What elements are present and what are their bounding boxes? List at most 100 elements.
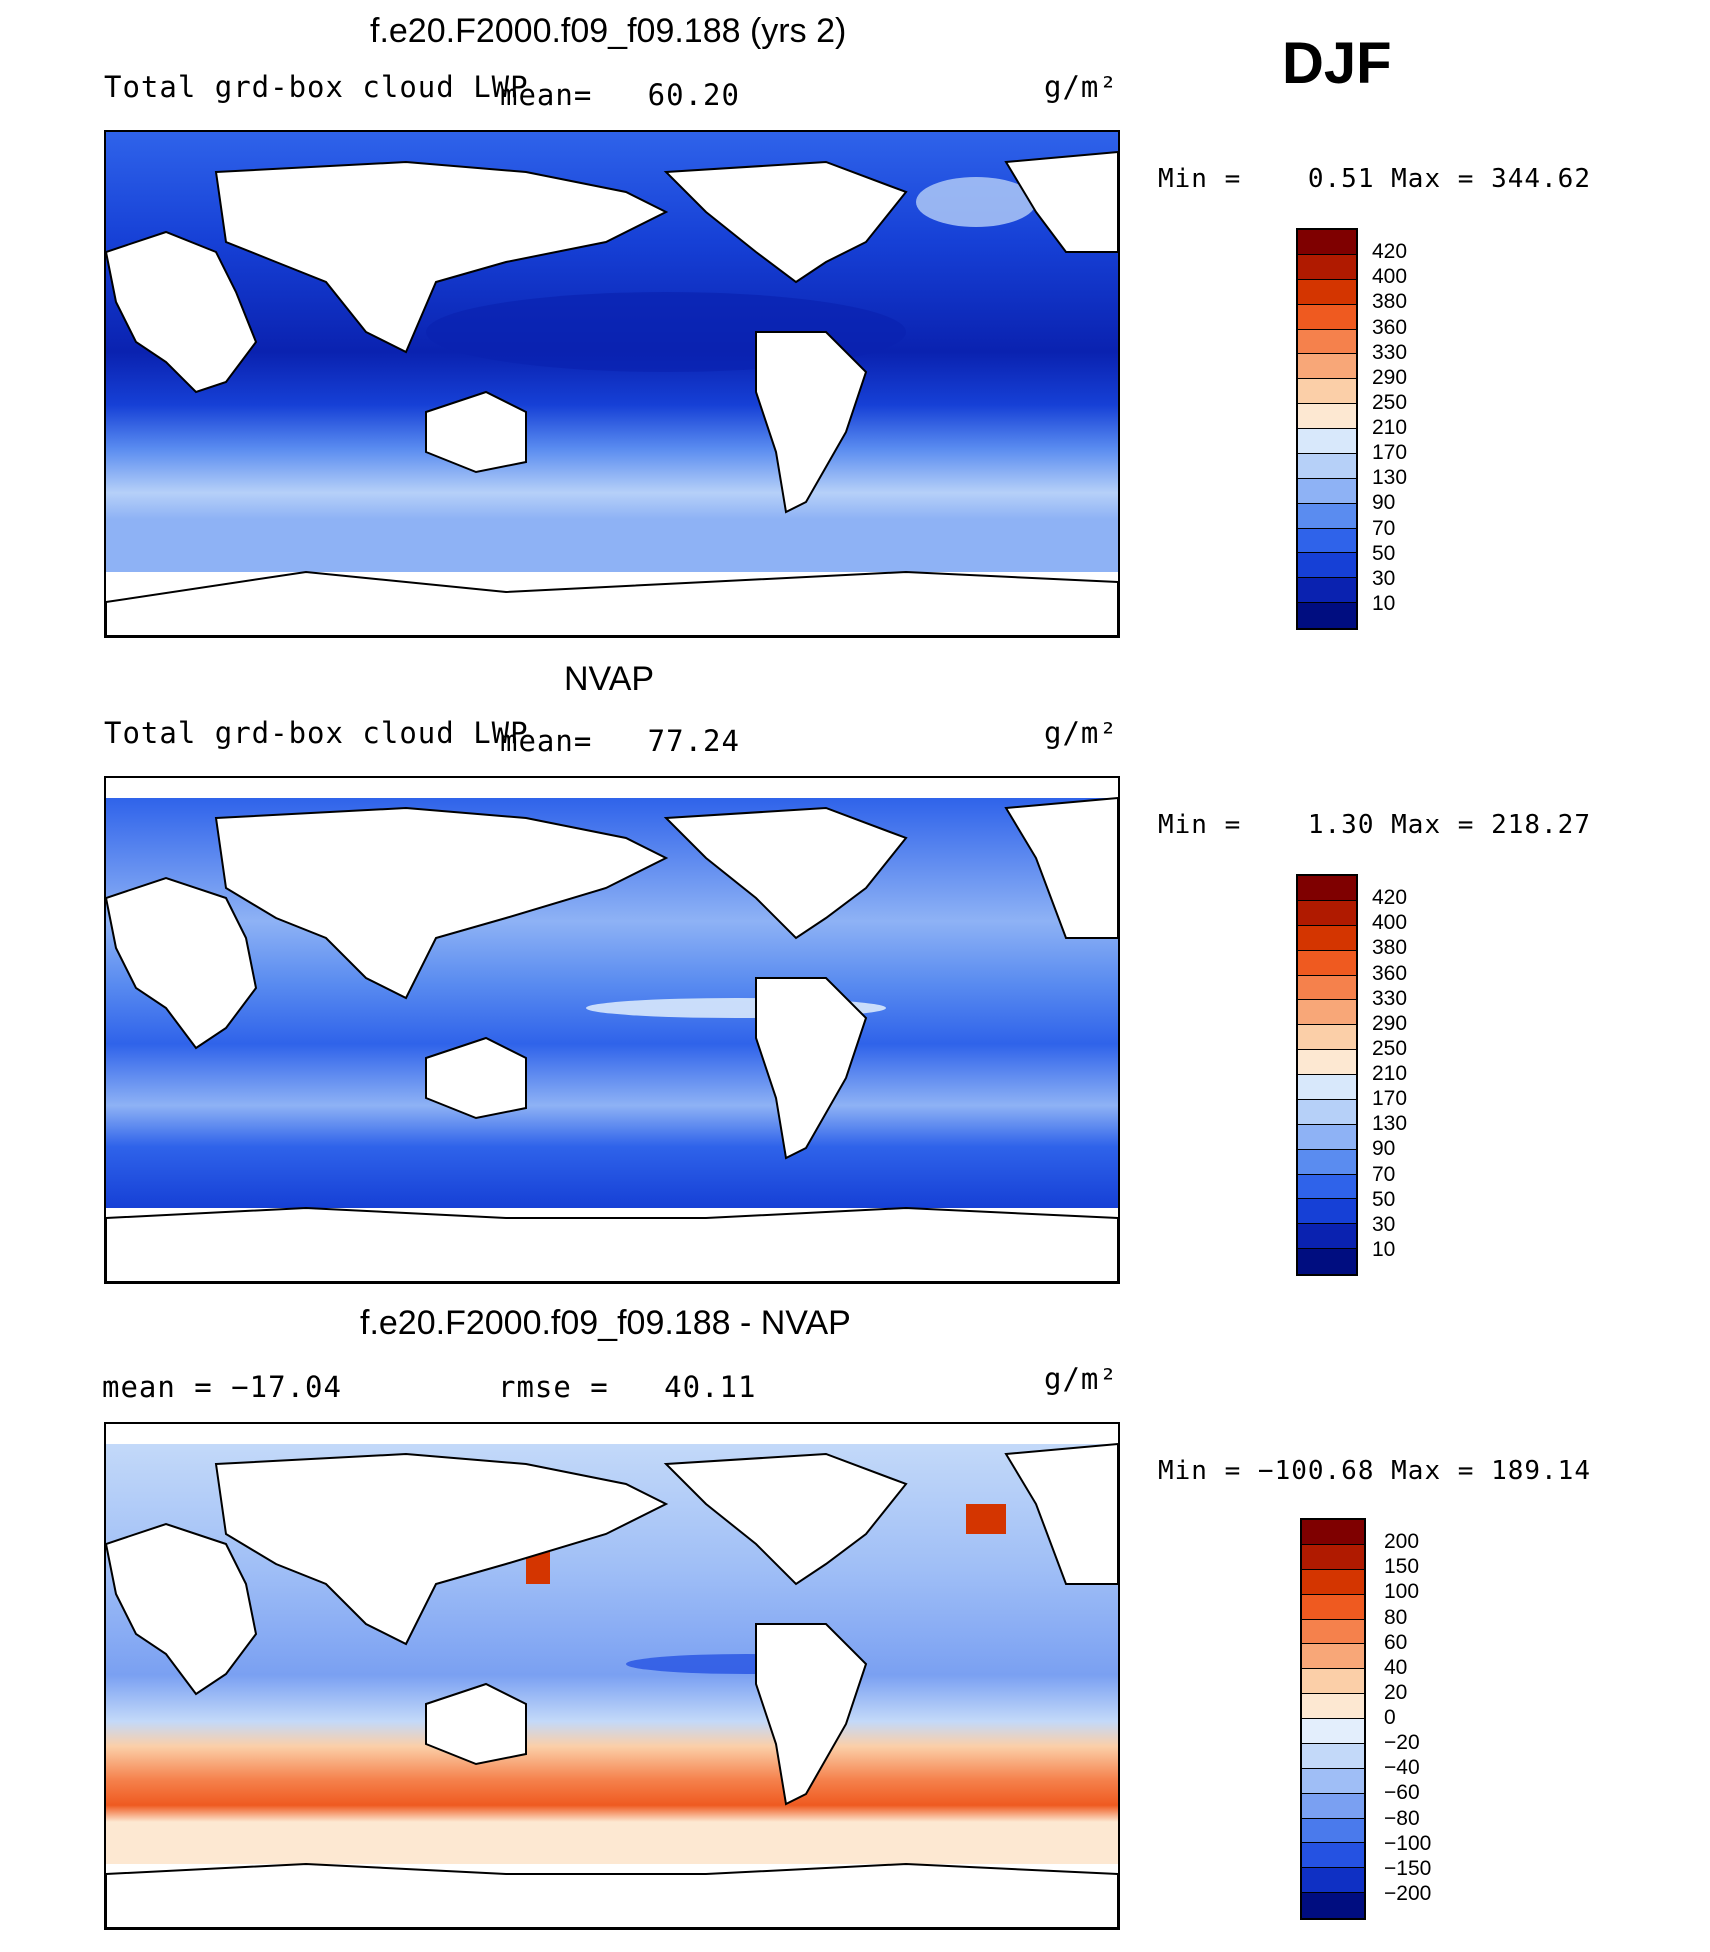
colorbar-tick-label: −150 xyxy=(1384,1856,1432,1880)
panel-2-left-label: Total grd-box cloud LWP xyxy=(104,716,529,750)
colorbar-tick-label: 380 xyxy=(1372,936,1408,960)
colorbar-segment xyxy=(1298,453,1356,479)
colorbar-segment xyxy=(1302,1594,1364,1620)
colorbar-tick-label: 50 xyxy=(1372,541,1396,565)
colorbar-segment xyxy=(1298,1224,1356,1250)
colorbar-tick-label: 170 xyxy=(1372,441,1408,465)
panel-1-continents xyxy=(106,150,1118,636)
colorbar-segment xyxy=(1302,1644,1364,1670)
panel-2-units: g/m² xyxy=(1044,716,1118,750)
panel-3-colorbar xyxy=(1300,1518,1366,1920)
colorbar-segment xyxy=(1298,975,1356,1001)
panel-1-colorbar xyxy=(1296,228,1358,630)
colorbar-segment xyxy=(1298,429,1356,454)
colorbar-segment xyxy=(1302,1520,1364,1545)
panel-1-atlantic-feature xyxy=(916,177,1036,227)
colorbar-segment xyxy=(1302,1694,1364,1719)
colorbar-segment xyxy=(1302,1768,1364,1794)
panel-1-field xyxy=(106,132,1118,636)
colorbar-segment xyxy=(1298,279,1356,305)
colorbar-segment xyxy=(1298,1149,1356,1175)
colorbar-tick-label: 150 xyxy=(1384,1555,1420,1579)
panel-3-minmax: Min = −100.68 Max = 189.14 xyxy=(1158,1456,1591,1486)
panel-1-title: f.e20.F2000.f09_f09.188 (yrs 2) xyxy=(370,12,847,50)
colorbar-segment xyxy=(1302,1843,1364,1869)
colorbar-segment xyxy=(1298,1075,1356,1100)
colorbar-tick-label: 290 xyxy=(1372,365,1408,389)
colorbar-segment xyxy=(1298,478,1356,504)
colorbar-tick-label: −80 xyxy=(1384,1806,1420,1830)
colorbar-tick-label: 400 xyxy=(1372,911,1408,935)
colorbar-tick-label: 70 xyxy=(1372,1162,1396,1186)
panel-3-map xyxy=(104,1422,1120,1930)
panel-1-units: g/m² xyxy=(1044,70,1118,104)
colorbar-segment xyxy=(1298,553,1356,579)
colorbar-segment xyxy=(1298,1000,1356,1026)
colorbar-tick-label: 170 xyxy=(1372,1087,1408,1111)
colorbar-segment xyxy=(1298,876,1356,901)
colorbar-tick-label: −100 xyxy=(1384,1831,1432,1855)
panel-2-title: NVAP xyxy=(564,660,655,698)
colorbar-segment xyxy=(1298,528,1356,554)
colorbar-segment xyxy=(1298,329,1356,355)
panel-2-minmax: Min = 1.30 Max = 218.27 xyxy=(1158,810,1591,840)
colorbar-tick-label: 250 xyxy=(1372,1036,1408,1060)
colorbar-tick-label: 360 xyxy=(1372,315,1408,339)
panel-1-map xyxy=(104,130,1120,638)
colorbar-segment xyxy=(1298,1199,1356,1225)
colorbar-segment xyxy=(1298,925,1356,951)
panel-1-mean-label: mean= 60.20 xyxy=(500,78,740,112)
colorbar-segment xyxy=(1302,1743,1364,1769)
colorbar-segment xyxy=(1298,1099,1356,1125)
colorbar-segment xyxy=(1298,1025,1356,1051)
colorbar-segment xyxy=(1298,578,1356,604)
colorbar-tick-label: 420 xyxy=(1372,886,1408,910)
colorbar-tick-label: 90 xyxy=(1372,1137,1396,1161)
colorbar-tick-label: 210 xyxy=(1372,1062,1408,1085)
colorbar-tick-label: 30 xyxy=(1372,1212,1396,1236)
panel-3-units: g/m² xyxy=(1044,1362,1118,1396)
colorbar-tick-label: 20 xyxy=(1384,1680,1408,1704)
colorbar-tick-label: −200 xyxy=(1384,1881,1432,1905)
colorbar-segment xyxy=(1302,1719,1364,1744)
panel-3-title: f.e20.F2000.f09_f09.188 - NVAP xyxy=(360,1304,851,1342)
colorbar-segment xyxy=(1298,503,1356,529)
colorbar-tick-label: 70 xyxy=(1372,516,1396,540)
colorbar-segment xyxy=(1298,900,1356,926)
colorbar-segment xyxy=(1298,950,1356,976)
colorbar-tick-label: 210 xyxy=(1372,416,1408,439)
colorbar-segment xyxy=(1298,354,1356,380)
season-label: DJF xyxy=(1282,31,1392,96)
colorbar-tick-label: 360 xyxy=(1372,961,1408,985)
colorbar-segment xyxy=(1298,379,1356,405)
panel-3-mean-label: mean = −17.04 xyxy=(102,1370,342,1404)
colorbar-tick-label: 200 xyxy=(1384,1530,1420,1554)
panel-1-left-label: Total grd-box cloud LWP xyxy=(104,70,529,104)
panel-2-mean-label: mean= 77.24 xyxy=(500,724,740,758)
panel-3-continents xyxy=(106,1442,1118,1928)
colorbar-tick-label: 330 xyxy=(1372,986,1408,1010)
colorbar-segment xyxy=(1298,1050,1356,1075)
colorbar-tick-label: 80 xyxy=(1384,1605,1408,1629)
colorbar-segment xyxy=(1302,1793,1364,1819)
colorbar-tick-label: 130 xyxy=(1372,466,1408,490)
colorbar-segment xyxy=(1302,1868,1364,1894)
panel-3-rmse-label: rmse = 40.11 xyxy=(498,1370,757,1404)
colorbar-tick-label: 420 xyxy=(1372,240,1408,264)
colorbar-tick-label: −60 xyxy=(1384,1781,1420,1805)
panel-2-field xyxy=(106,796,1118,1282)
colorbar-segment xyxy=(1298,230,1356,255)
colorbar-segment xyxy=(1302,1569,1364,1595)
colorbar-segment xyxy=(1298,254,1356,280)
colorbar-segment xyxy=(1298,1249,1356,1274)
panel-2-colorbar xyxy=(1296,874,1358,1276)
panel-1-minmax: Min = 0.51 Max = 344.62 xyxy=(1158,164,1591,194)
colorbar-segment xyxy=(1298,404,1356,429)
colorbar-tick-label: 60 xyxy=(1384,1630,1408,1654)
colorbar-tick-label: −20 xyxy=(1384,1731,1420,1755)
colorbar-segment xyxy=(1302,1818,1364,1844)
colorbar-tick-label: 40 xyxy=(1384,1655,1408,1679)
colorbar-tick-label: 250 xyxy=(1372,390,1408,414)
colorbar-segment xyxy=(1302,1893,1364,1918)
colorbar-tick-label: 50 xyxy=(1372,1187,1396,1211)
